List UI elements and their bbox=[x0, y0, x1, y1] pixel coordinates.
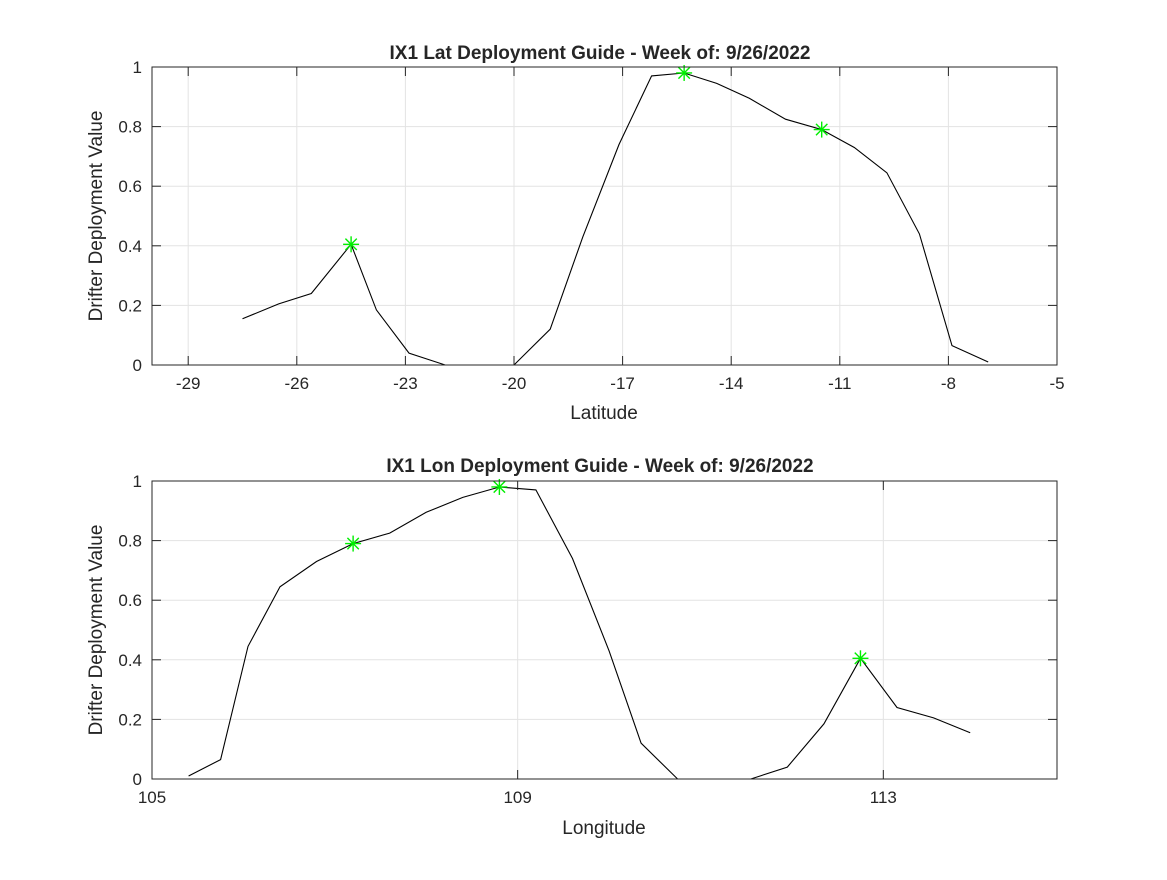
x-tick-label: 113 bbox=[870, 788, 897, 807]
marker-stroke bbox=[344, 238, 358, 251]
marker-stroke bbox=[677, 66, 691, 80]
x-axis-label: Longitude bbox=[562, 818, 645, 839]
x-tick-label: -20 bbox=[502, 374, 527, 393]
x-axis-label: Latitude bbox=[570, 403, 638, 424]
axes-box bbox=[151, 66, 1058, 366]
y-axis-label: Drifter Deployment Value bbox=[86, 525, 107, 736]
highlight-marker bbox=[676, 64, 693, 81]
x-tick-label: -8 bbox=[941, 374, 956, 393]
y-tick-label: 1 bbox=[133, 58, 142, 77]
y-tick-label: 0 bbox=[133, 356, 142, 375]
y-axis-label: Drifter Deployment Value bbox=[86, 111, 107, 322]
y-tick-label: 0.6 bbox=[118, 591, 142, 610]
highlight-marker bbox=[852, 650, 869, 667]
x-tick-label: 105 bbox=[138, 788, 166, 807]
highlight-marker bbox=[345, 535, 362, 552]
x-tick-label: -23 bbox=[393, 374, 418, 393]
y-tick-label: 0.2 bbox=[118, 296, 142, 315]
marker-stroke bbox=[815, 123, 828, 136]
longitude-panel: IX1 Lon Deployment Guide - Week of: 9/26… bbox=[86, 456, 1058, 839]
y-tick-label: 0.4 bbox=[118, 237, 142, 256]
y-tick-label: 0.2 bbox=[118, 710, 142, 729]
highlight-marker bbox=[813, 121, 830, 138]
x-tick-label: -11 bbox=[828, 374, 851, 393]
marker-stroke bbox=[854, 652, 867, 665]
x-tick-label: -14 bbox=[719, 374, 744, 393]
panel-title: IX1 Lon Deployment Guide - Week of: 9/26… bbox=[386, 456, 813, 477]
y-tick-label: 0 bbox=[133, 770, 142, 789]
plot-area bbox=[152, 481, 1057, 779]
y-tick-label: 0.8 bbox=[118, 532, 142, 551]
latitude-panel: IX1 Lat Deployment Guide - Week of: 9/26… bbox=[86, 43, 1065, 424]
data-series-line bbox=[188, 486, 971, 780]
y-tick-label: 0.6 bbox=[118, 177, 142, 196]
highlight-marker bbox=[343, 236, 360, 253]
x-tick-label: -17 bbox=[610, 374, 635, 393]
y-tick-label: 1 bbox=[133, 472, 142, 491]
y-tick-label: 0.8 bbox=[118, 118, 142, 137]
data-series-line bbox=[242, 72, 989, 366]
y-tick-label: 0.4 bbox=[118, 651, 142, 670]
x-tick-label: -29 bbox=[176, 374, 201, 393]
panel-title: IX1 Lat Deployment Guide - Week of: 9/26… bbox=[390, 43, 811, 64]
marker-stroke bbox=[493, 480, 506, 494]
marker-stroke bbox=[346, 537, 360, 550]
plot-area bbox=[152, 67, 1057, 365]
x-tick-label: -26 bbox=[285, 374, 310, 393]
axes-box bbox=[151, 480, 1058, 780]
x-tick-label: -5 bbox=[1049, 374, 1064, 393]
x-tick-label: 109 bbox=[503, 788, 531, 807]
highlight-marker bbox=[491, 478, 508, 495]
